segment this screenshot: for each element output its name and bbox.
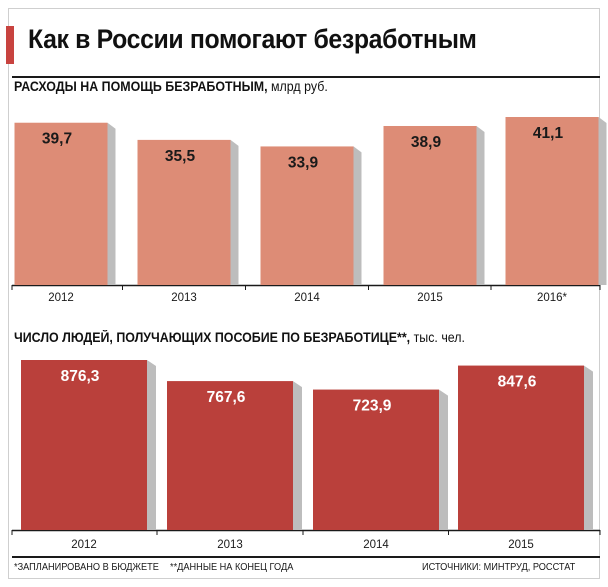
page-title: Как в России помогают безработным: [28, 24, 477, 54]
footnote-year-end: **ДАННЫЕ НА КОНЕЦ ГОДА: [170, 562, 294, 573]
footnote-sources: ИСТОЧНИКИ: МИНТРУД, РОССТАТ: [422, 562, 576, 573]
chart1-bar: [137, 139, 231, 285]
chart2-bar: [167, 381, 293, 530]
chart2-value-label: 876,3: [61, 368, 100, 385]
chart1-category-label: 2012: [48, 292, 74, 304]
chart2-bar-shadow: [439, 389, 448, 530]
chart2-title: ЧИСЛО ЛЮДЕЙ, ПОЛУЧАЮЩИХ ПОСОБИЕ ПО БЕЗРА…: [14, 330, 465, 345]
chart2-value-label: 847,6: [498, 374, 537, 391]
chart1-value-label: 33,9: [288, 154, 319, 171]
divider-bottom: [12, 556, 600, 558]
chart1-bar: [383, 125, 477, 285]
infographic-title: Как в России помогают безработным: [6, 22, 586, 68]
infographic-frame: [8, 8, 600, 579]
chart1-value-label: 41,1: [533, 125, 564, 142]
chart1-value-label: 39,7: [42, 131, 72, 148]
footnote-planned: *ЗАПЛАНИРОВАНО В БЮДЖЕТЕ: [14, 562, 159, 573]
chart1-category-label: 2015: [417, 292, 443, 304]
chart1-bar: [14, 122, 108, 285]
chart2-value-label: 767,6: [207, 389, 246, 406]
chart2-bar: [458, 365, 584, 530]
chart2-category-label: 2013: [217, 539, 243, 551]
chart1-title-caps: РАСХОДЫ НА ПОМОЩЬ БЕЗРАБОТНЫМ,: [14, 79, 268, 94]
chart1-bar-shadow: [476, 125, 485, 285]
chart2-value-label: 723,9: [353, 398, 392, 415]
chart2-bar-shadow: [293, 381, 302, 530]
chart1-category-label: 2016*: [537, 292, 568, 304]
chart1-bar: [505, 117, 599, 285]
chart1-bar-shadow: [598, 117, 607, 285]
chart2-bar: [313, 389, 439, 530]
chart1-value-label: 35,5: [165, 148, 196, 165]
title-accent-bar: [6, 26, 14, 64]
chart1-bar-shadow: [353, 146, 362, 285]
chart1-category-label: 2013: [171, 292, 197, 304]
chart1-bar-shadow: [230, 139, 239, 285]
chart2-bar: [21, 360, 147, 530]
chart1-bar-shadow: [107, 122, 116, 285]
chart1-value-label: 38,9: [411, 134, 442, 151]
chart2-title-unit: тыс. чел.: [413, 330, 465, 345]
chart1-category-label: 2014: [294, 292, 320, 304]
chart2-category-label: 2014: [363, 539, 389, 551]
chart2-title-caps: ЧИСЛО ЛЮДЕЙ, ПОЛУЧАЮЩИХ ПОСОБИЕ ПО БЕЗРА…: [14, 330, 411, 345]
chart2-category-label: 2015: [508, 539, 534, 551]
chart1-title-unit: млрд руб.: [271, 79, 328, 94]
chart2-bar-shadow: [584, 365, 593, 530]
chart2-category-label: 2012: [71, 539, 97, 551]
chart1-bar: [260, 146, 354, 285]
chart1-title: РАСХОДЫ НА ПОМОЩЬ БЕЗРАБОТНЫМ, млрд руб.: [14, 79, 328, 94]
chart2-bar-shadow: [147, 360, 156, 530]
divider-top: [12, 76, 600, 78]
